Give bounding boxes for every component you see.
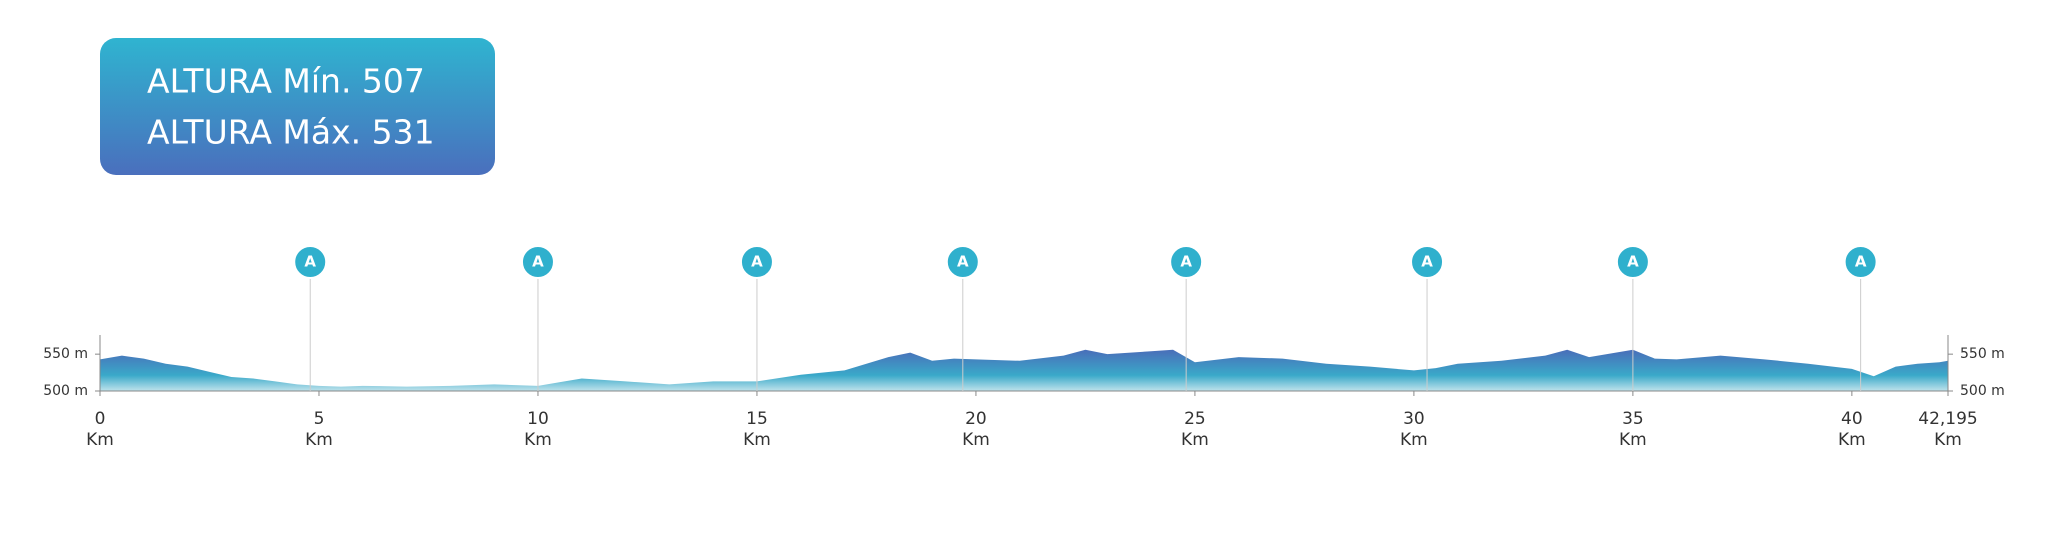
x-unit-label: Km [743,430,771,450]
marker [1843,245,1878,279]
marker-label: A [1627,253,1639,271]
y-tick-label: 500 m [43,383,88,399]
x-unit-label: Km [86,430,114,450]
x-tick-label: 40 [1841,409,1863,429]
x-tick-label: 42,195 [1918,409,1977,429]
y-tick-label: 550 m [43,346,88,362]
x-unit-label: Km [1181,430,1209,450]
x-tick-label: 10 [527,409,549,429]
marker-label: A [957,253,969,271]
x-unit-label: Km [305,430,333,450]
x-tick-label: 25 [1184,409,1206,429]
info-box [100,38,495,175]
marker [520,245,555,279]
x-tick-label: 5 [314,409,325,429]
x-tick-label: 0 [95,409,106,429]
elevation-area [100,349,1948,391]
x-tick-label: 20 [965,409,987,429]
x-tick-label: 30 [1403,409,1425,429]
marker-label: A [304,253,316,271]
x-unit-label: Km [1619,430,1647,450]
marker [945,245,980,279]
marker-label: A [1855,253,1867,271]
marker [1615,245,1650,279]
y2-tick-label: 550 m [1960,346,2005,362]
x-tick-label: 35 [1622,409,1644,429]
marker [739,245,774,279]
marker-label: A [1421,253,1433,271]
x-unit-label: Km [1934,430,1962,450]
marker-label: A [1180,253,1192,271]
x-unit-label: Km [524,430,552,450]
marker-label: A [751,253,763,271]
marker [1169,245,1204,279]
max-label: ALTURA Máx. 531 [147,113,435,152]
x-unit-label: Km [1838,430,1866,450]
marker-label: A [532,253,544,271]
marker [293,245,328,279]
min-label: ALTURA Mín. 507 [147,62,425,101]
x-unit-label: Km [1400,430,1428,450]
x-unit-label: Km [962,430,990,450]
marker [1410,245,1445,279]
y2-tick-label: 500 m [1960,383,2005,399]
x-tick-label: 15 [746,409,768,429]
